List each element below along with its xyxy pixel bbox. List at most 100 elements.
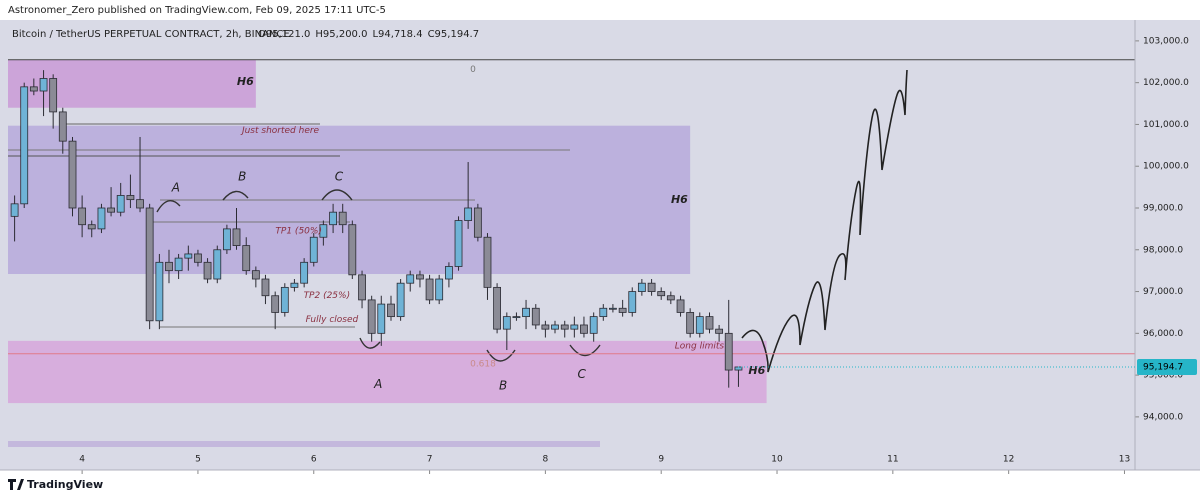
candle-body (165, 261, 173, 272)
x-tick-label: 9 (658, 455, 664, 465)
logo-icon (8, 479, 24, 490)
y-tick-label: 100,000.0 (1143, 162, 1189, 172)
candle-body (396, 282, 405, 318)
arc (486, 349, 516, 362)
candle-body (251, 270, 260, 280)
candle-body (580, 324, 588, 334)
annotation: Long limits (675, 341, 725, 351)
annotation: H6 (671, 193, 688, 206)
plot: 0 0.618 H6 H6 H6 Just shorted here TP1 (50%) TP… (8, 40, 1139, 474)
candle-body (97, 207, 106, 230)
annotation: TP2 (25%) (304, 291, 351, 301)
x-tick-label: 10 (771, 455, 783, 465)
candle-body (637, 282, 646, 292)
y-tick-label: 96,000.0 (1143, 329, 1183, 339)
candle-body (666, 295, 675, 301)
candle-body (425, 278, 434, 301)
last-price-box (1137, 358, 1197, 375)
arc (156, 200, 181, 213)
candle-body (319, 224, 328, 238)
candle-body (145, 207, 154, 322)
arc (321, 189, 353, 201)
y-tick-label: 95,000.0 (1143, 371, 1183, 381)
candle-body (203, 261, 212, 280)
candle-body (589, 316, 598, 334)
y-tick-label: 94,000.0 (1143, 412, 1183, 422)
candle-body (155, 261, 164, 322)
candle-body (502, 316, 511, 330)
candle-body (686, 312, 695, 334)
candle-body (126, 195, 135, 201)
candle-body (174, 257, 183, 272)
x-tick-label: 6 (311, 455, 317, 465)
candle-body (387, 303, 395, 318)
candle-body (300, 261, 309, 284)
annotation: Just shorted here (240, 126, 320, 136)
projection-path (741, 69, 908, 373)
candle-body (705, 316, 714, 330)
candle-body (367, 299, 376, 334)
candle-body (676, 299, 685, 313)
candle-body (377, 303, 386, 334)
candle-body (541, 324, 550, 330)
candle-body (261, 278, 270, 297)
annotation: A (171, 180, 180, 194)
candle-body (493, 286, 501, 330)
candle-body (213, 249, 222, 280)
candle-body (531, 307, 540, 326)
candle-body (290, 282, 299, 288)
candle-body (68, 140, 77, 209)
candle-body (473, 207, 482, 238)
arc (222, 190, 249, 201)
candle-body (358, 274, 366, 301)
ohlc-value: L94,718.4 (372, 29, 422, 40)
annotation: A (373, 377, 382, 391)
annotation: B (499, 378, 507, 392)
y-tick-label: 102,000.0 (1143, 78, 1189, 88)
candle-body (454, 220, 463, 267)
candle-body (599, 307, 608, 318)
candle-body (338, 211, 347, 226)
candle-body (136, 199, 144, 209)
x-tick-label: 7 (427, 455, 433, 465)
annotation: B (238, 169, 246, 183)
candle-body (570, 324, 579, 330)
candle-body (280, 286, 289, 313)
footer-text: TradingView (27, 478, 103, 491)
drawings (8, 69, 908, 447)
annotation: C (577, 367, 586, 381)
candle-body (724, 332, 733, 371)
candle-body (242, 245, 251, 272)
candle-body (329, 211, 337, 226)
candle-body (512, 316, 521, 319)
y-tick-label: 98,000.0 (1143, 245, 1183, 255)
candle-body (116, 195, 125, 213)
x-tick-label: 4 (79, 455, 85, 465)
candle-body (609, 307, 617, 310)
symbol-title: Bitcoin / TetherUS PERPETUAL CONTRACT, 2… (12, 29, 290, 40)
x-tick-label: 11 (887, 455, 898, 465)
candle-body (522, 307, 530, 318)
candle-body (20, 86, 29, 205)
candle-body (107, 207, 115, 213)
candle-body (464, 207, 473, 221)
candle-body (29, 86, 38, 92)
footer-logo: TradingView (8, 478, 103, 491)
last-price-label: 95,194.7 (1143, 362, 1183, 372)
zone (8, 340, 767, 404)
candle-body (657, 291, 666, 297)
candle-body (39, 78, 48, 92)
candle-body (560, 324, 569, 330)
y-tick-label: 97,000.0 (1143, 287, 1183, 297)
annotation: H6 (237, 75, 254, 88)
y-tick-label: 99,000.0 (1143, 203, 1183, 213)
ohlc-legend: O95,121.0 H95,200.0 L94,718.4 C95,194.7 (258, 29, 479, 40)
fib-label: 0 (470, 65, 476, 75)
candle-body (348, 224, 357, 276)
candle-body (232, 228, 241, 246)
candle-body (78, 207, 87, 226)
candle-body (647, 282, 656, 292)
bar-range (8, 441, 600, 447)
candle-body (87, 224, 96, 230)
